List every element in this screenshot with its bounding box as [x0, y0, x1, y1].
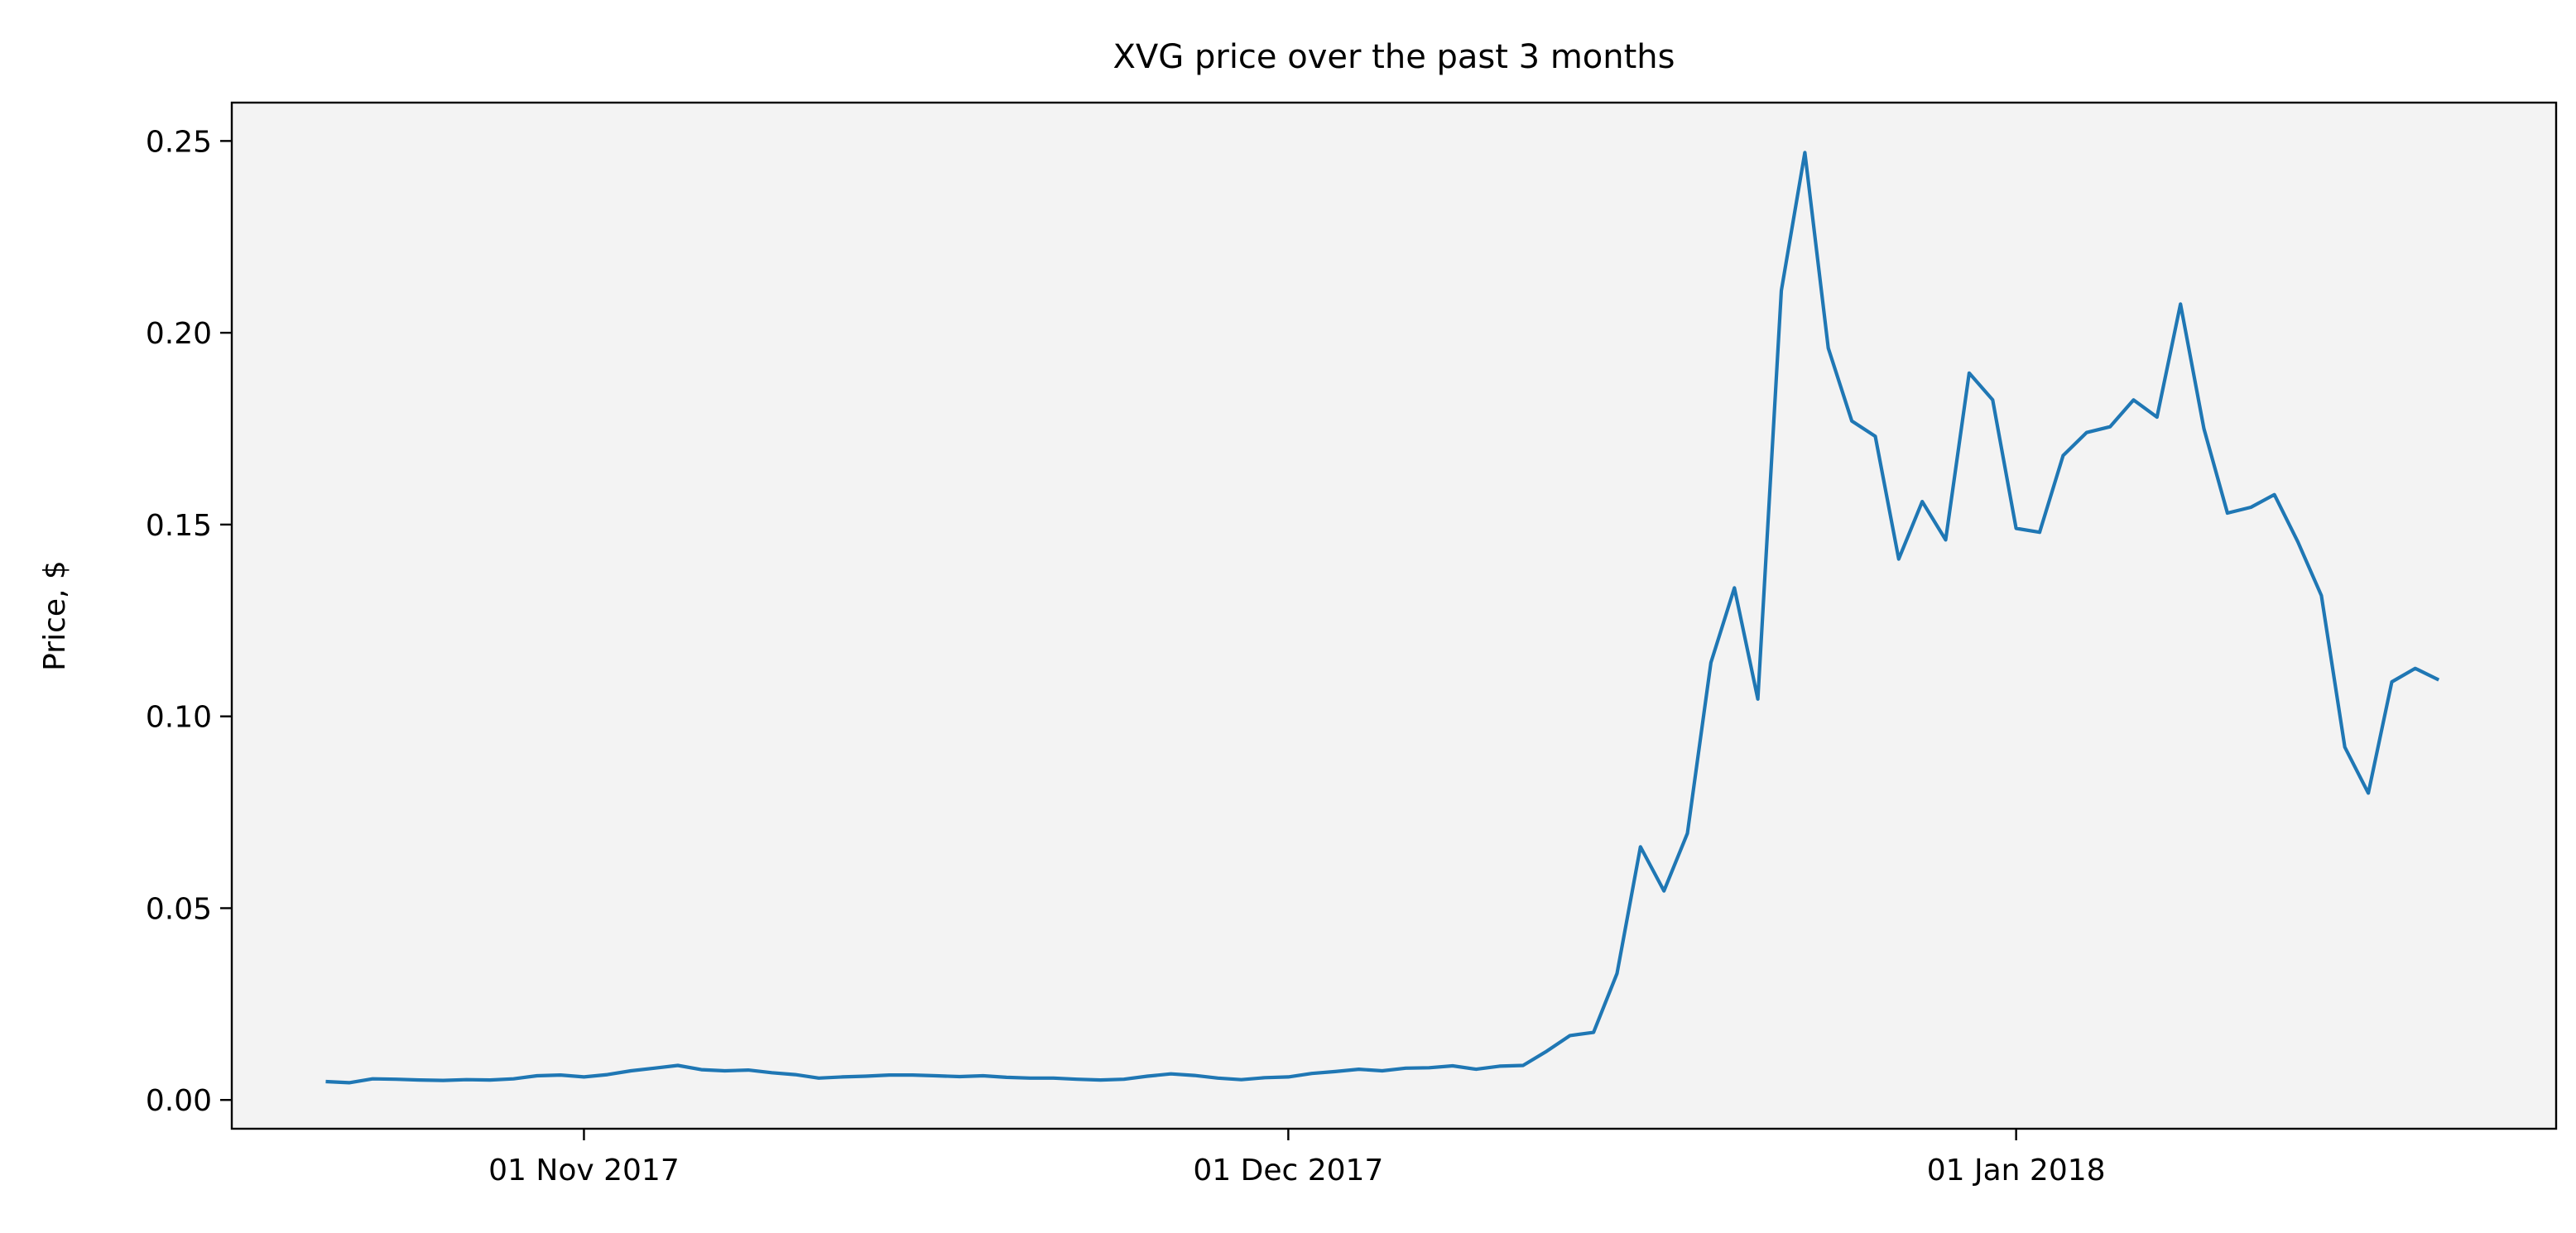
x-tick-label: 01 Dec 2017 — [1193, 1154, 1383, 1187]
price-line — [325, 151, 2440, 1085]
x-axis-ticks: 01 Nov 2017 01 Dec 2017 01 Jan 2018 — [488, 1129, 2106, 1187]
series-layer — [325, 151, 2440, 1085]
y-tick-label: 0.05 — [146, 892, 212, 926]
y-tick-label: 0.10 — [146, 701, 212, 735]
y-tick-label: 0.00 — [146, 1084, 212, 1118]
y-axis-ticks: 0.00 0.05 0.10 0.15 0.20 0.25 — [146, 125, 232, 1118]
y-tick-label: 0.15 — [146, 509, 212, 543]
plot-area — [232, 103, 2556, 1129]
x-tick-label: 01 Jan 2018 — [1927, 1154, 2106, 1187]
x-tick-label: 01 Nov 2017 — [488, 1154, 680, 1187]
chart-title: XVG price over the past 3 months — [1113, 38, 1675, 76]
y-tick-label: 0.25 — [146, 125, 212, 159]
plot-frame — [230, 101, 2558, 1130]
y-axis-label: Price, $ — [38, 560, 72, 671]
y-tick-label: 0.20 — [146, 317, 212, 351]
